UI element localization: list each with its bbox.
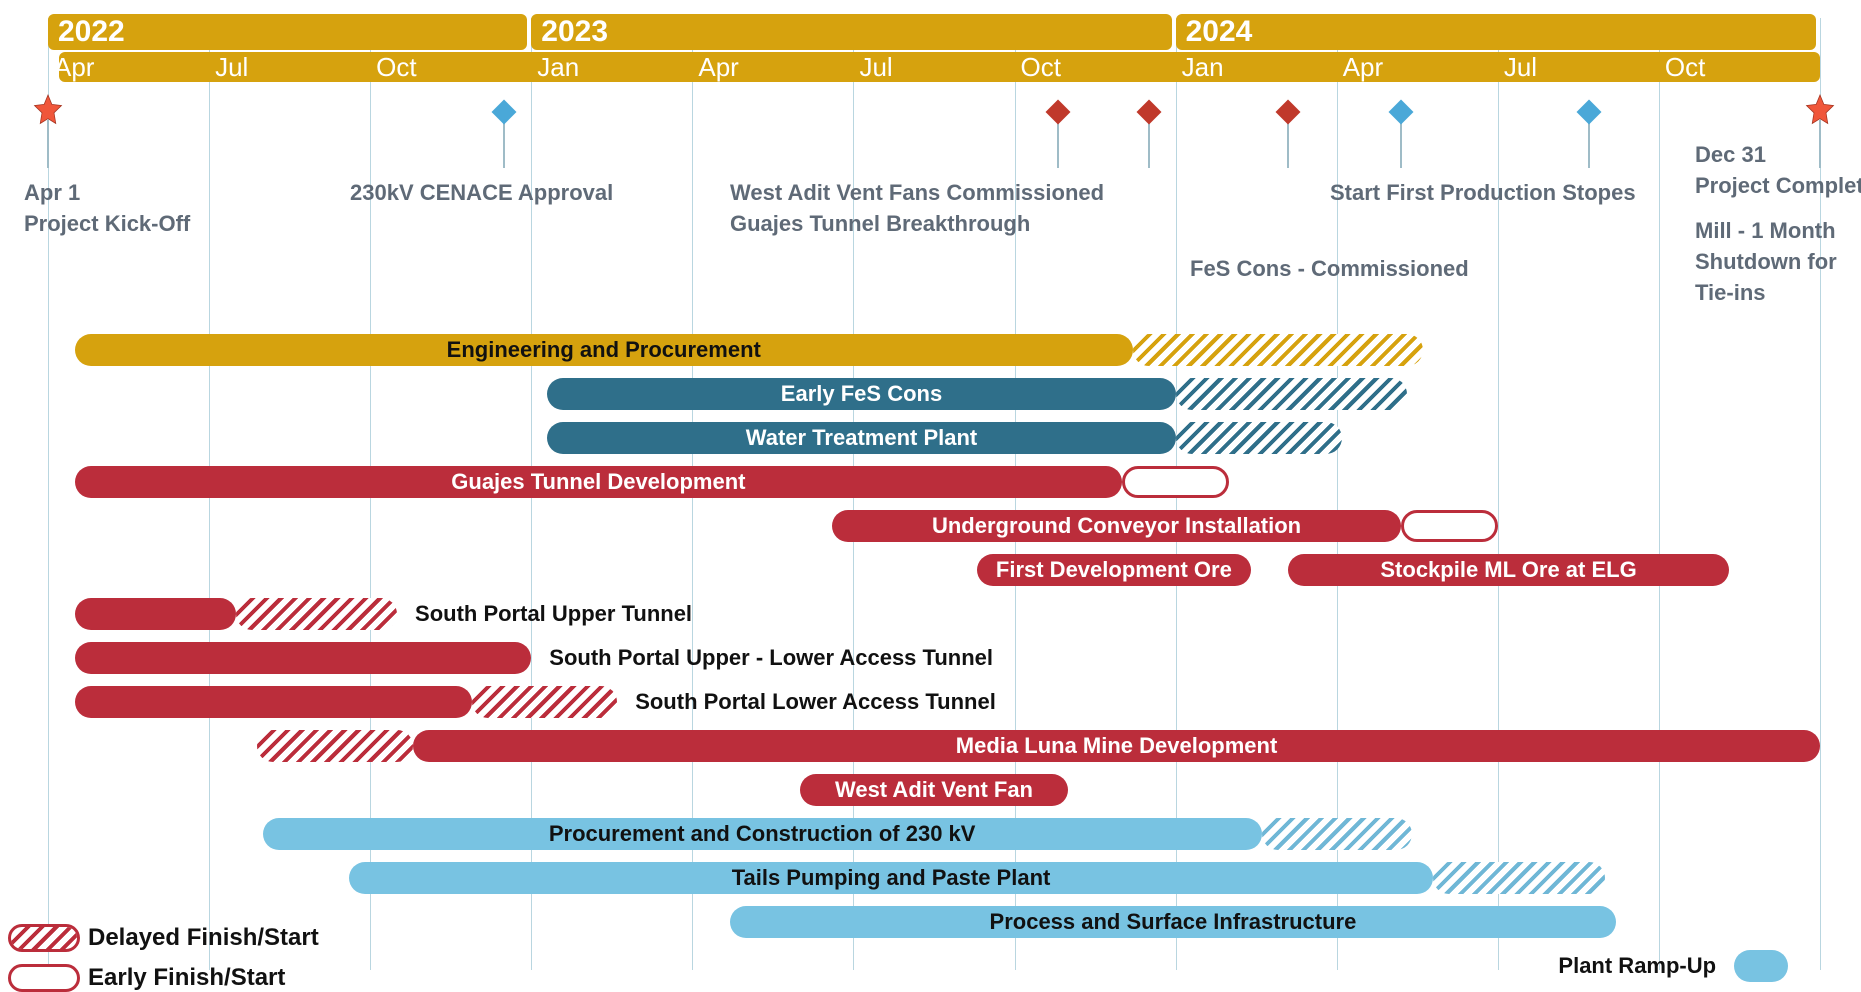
milestone-diamond [490, 98, 518, 131]
task-bar: Underground Conveyor Installation [832, 510, 1401, 542]
month-label: Jul [1504, 52, 1537, 82]
task-bar-delayed [1433, 862, 1605, 894]
milestone-star [1802, 92, 1838, 133]
milestone-diamond [1575, 98, 1603, 131]
task-bar-delayed [472, 686, 617, 718]
task-bar: Media Luna Mine Development [413, 730, 1820, 762]
task-bar-early [1401, 510, 1498, 542]
task-bar-delayed [1176, 422, 1342, 454]
month-label: Jan [1182, 52, 1224, 82]
legend-label: Early Finish/Start [88, 964, 285, 992]
task-bar: West Adit Vent Fan [800, 774, 1068, 806]
task-bar: Engineering and Procurement [75, 334, 1133, 366]
task-bar [75, 598, 236, 630]
task-bar: Procurement and Construction of 230 kV [263, 818, 1262, 850]
month-label: Apr [1343, 52, 1383, 82]
year-label: 2024 [1176, 15, 1253, 49]
milestone-diamond [1274, 98, 1302, 131]
task-bar-label: South Portal Upper Tunnel [415, 598, 692, 630]
legend-label: Delayed Finish/Start [88, 924, 319, 952]
milestone-diamond [1044, 98, 1072, 131]
task-bar: Guajes Tunnel Development [75, 466, 1122, 498]
month-label: Oct [1665, 52, 1705, 82]
year-label: 2023 [531, 15, 608, 49]
milestone-diamond [1135, 98, 1163, 131]
milestone-label: FeS Cons - Commissioned [1190, 254, 1469, 285]
task-bar-label: Plant Ramp-Up [1558, 950, 1716, 982]
milestone-diamond [1387, 98, 1415, 131]
month-label: Apr [54, 52, 94, 82]
task-bar [75, 686, 472, 718]
milestone-star [30, 92, 66, 133]
task-bar-delayed [1133, 334, 1423, 366]
task-bar-label: South Portal Lower Access Tunnel [635, 686, 996, 718]
task-bar-label: South Portal Upper - Lower Access Tunnel [549, 642, 993, 674]
task-bar-delayed [1262, 818, 1412, 850]
milestone-label: West Adit Vent Fans CommissionedGuajes T… [730, 178, 1104, 240]
task-bar-delayed [1176, 378, 1407, 410]
gridline [1498, 18, 1499, 970]
task-bar: Process and Surface Infrastructure [730, 906, 1616, 938]
task-bar: Early FeS Cons [547, 378, 1175, 410]
legend-swatch [8, 964, 80, 992]
task-bar: First Development Ore [977, 554, 1251, 586]
month-label: Oct [376, 52, 416, 82]
task-bar: Tails Pumping and Paste Plant [349, 862, 1434, 894]
legend-swatch [8, 924, 80, 952]
month-label: Jul [859, 52, 892, 82]
year-bar: 2024 [1176, 14, 1816, 50]
task-bar-delayed [236, 598, 397, 630]
month-label: Jul [215, 52, 248, 82]
milestone-label: 230kV CENACE Approval [350, 178, 613, 209]
gantt-chart: 2022 2023 2024 Apr Jul Oct Jan Apr Jul Oct Jan Apr J… [0, 0, 1861, 982]
task-bar-early [1122, 466, 1229, 498]
month-label: Oct [1021, 52, 1061, 82]
task-bar-delayed [257, 730, 413, 762]
month-label: Jan [537, 52, 579, 82]
milestone-label: Apr 1Project Kick-Off [24, 178, 190, 240]
year-bar: 2023 [531, 14, 1171, 50]
year-label: 2022 [48, 15, 125, 49]
milestone-label: Mill - 1 MonthShutdown forTie-ins [1695, 216, 1837, 308]
task-bar: Water Treatment Plant [547, 422, 1175, 454]
task-bar: Stockpile ML Ore at ELG [1288, 554, 1728, 586]
gridline [1659, 18, 1660, 970]
task-bar [75, 642, 531, 674]
milestone-label: Dec 31Project Complete [1695, 140, 1861, 202]
month-label: Apr [698, 52, 738, 82]
milestone-label: Start First Production Stopes [1330, 178, 1636, 209]
task-bar [1734, 950, 1788, 982]
month-bar [59, 52, 1820, 82]
year-bar: 2022 [48, 14, 527, 50]
